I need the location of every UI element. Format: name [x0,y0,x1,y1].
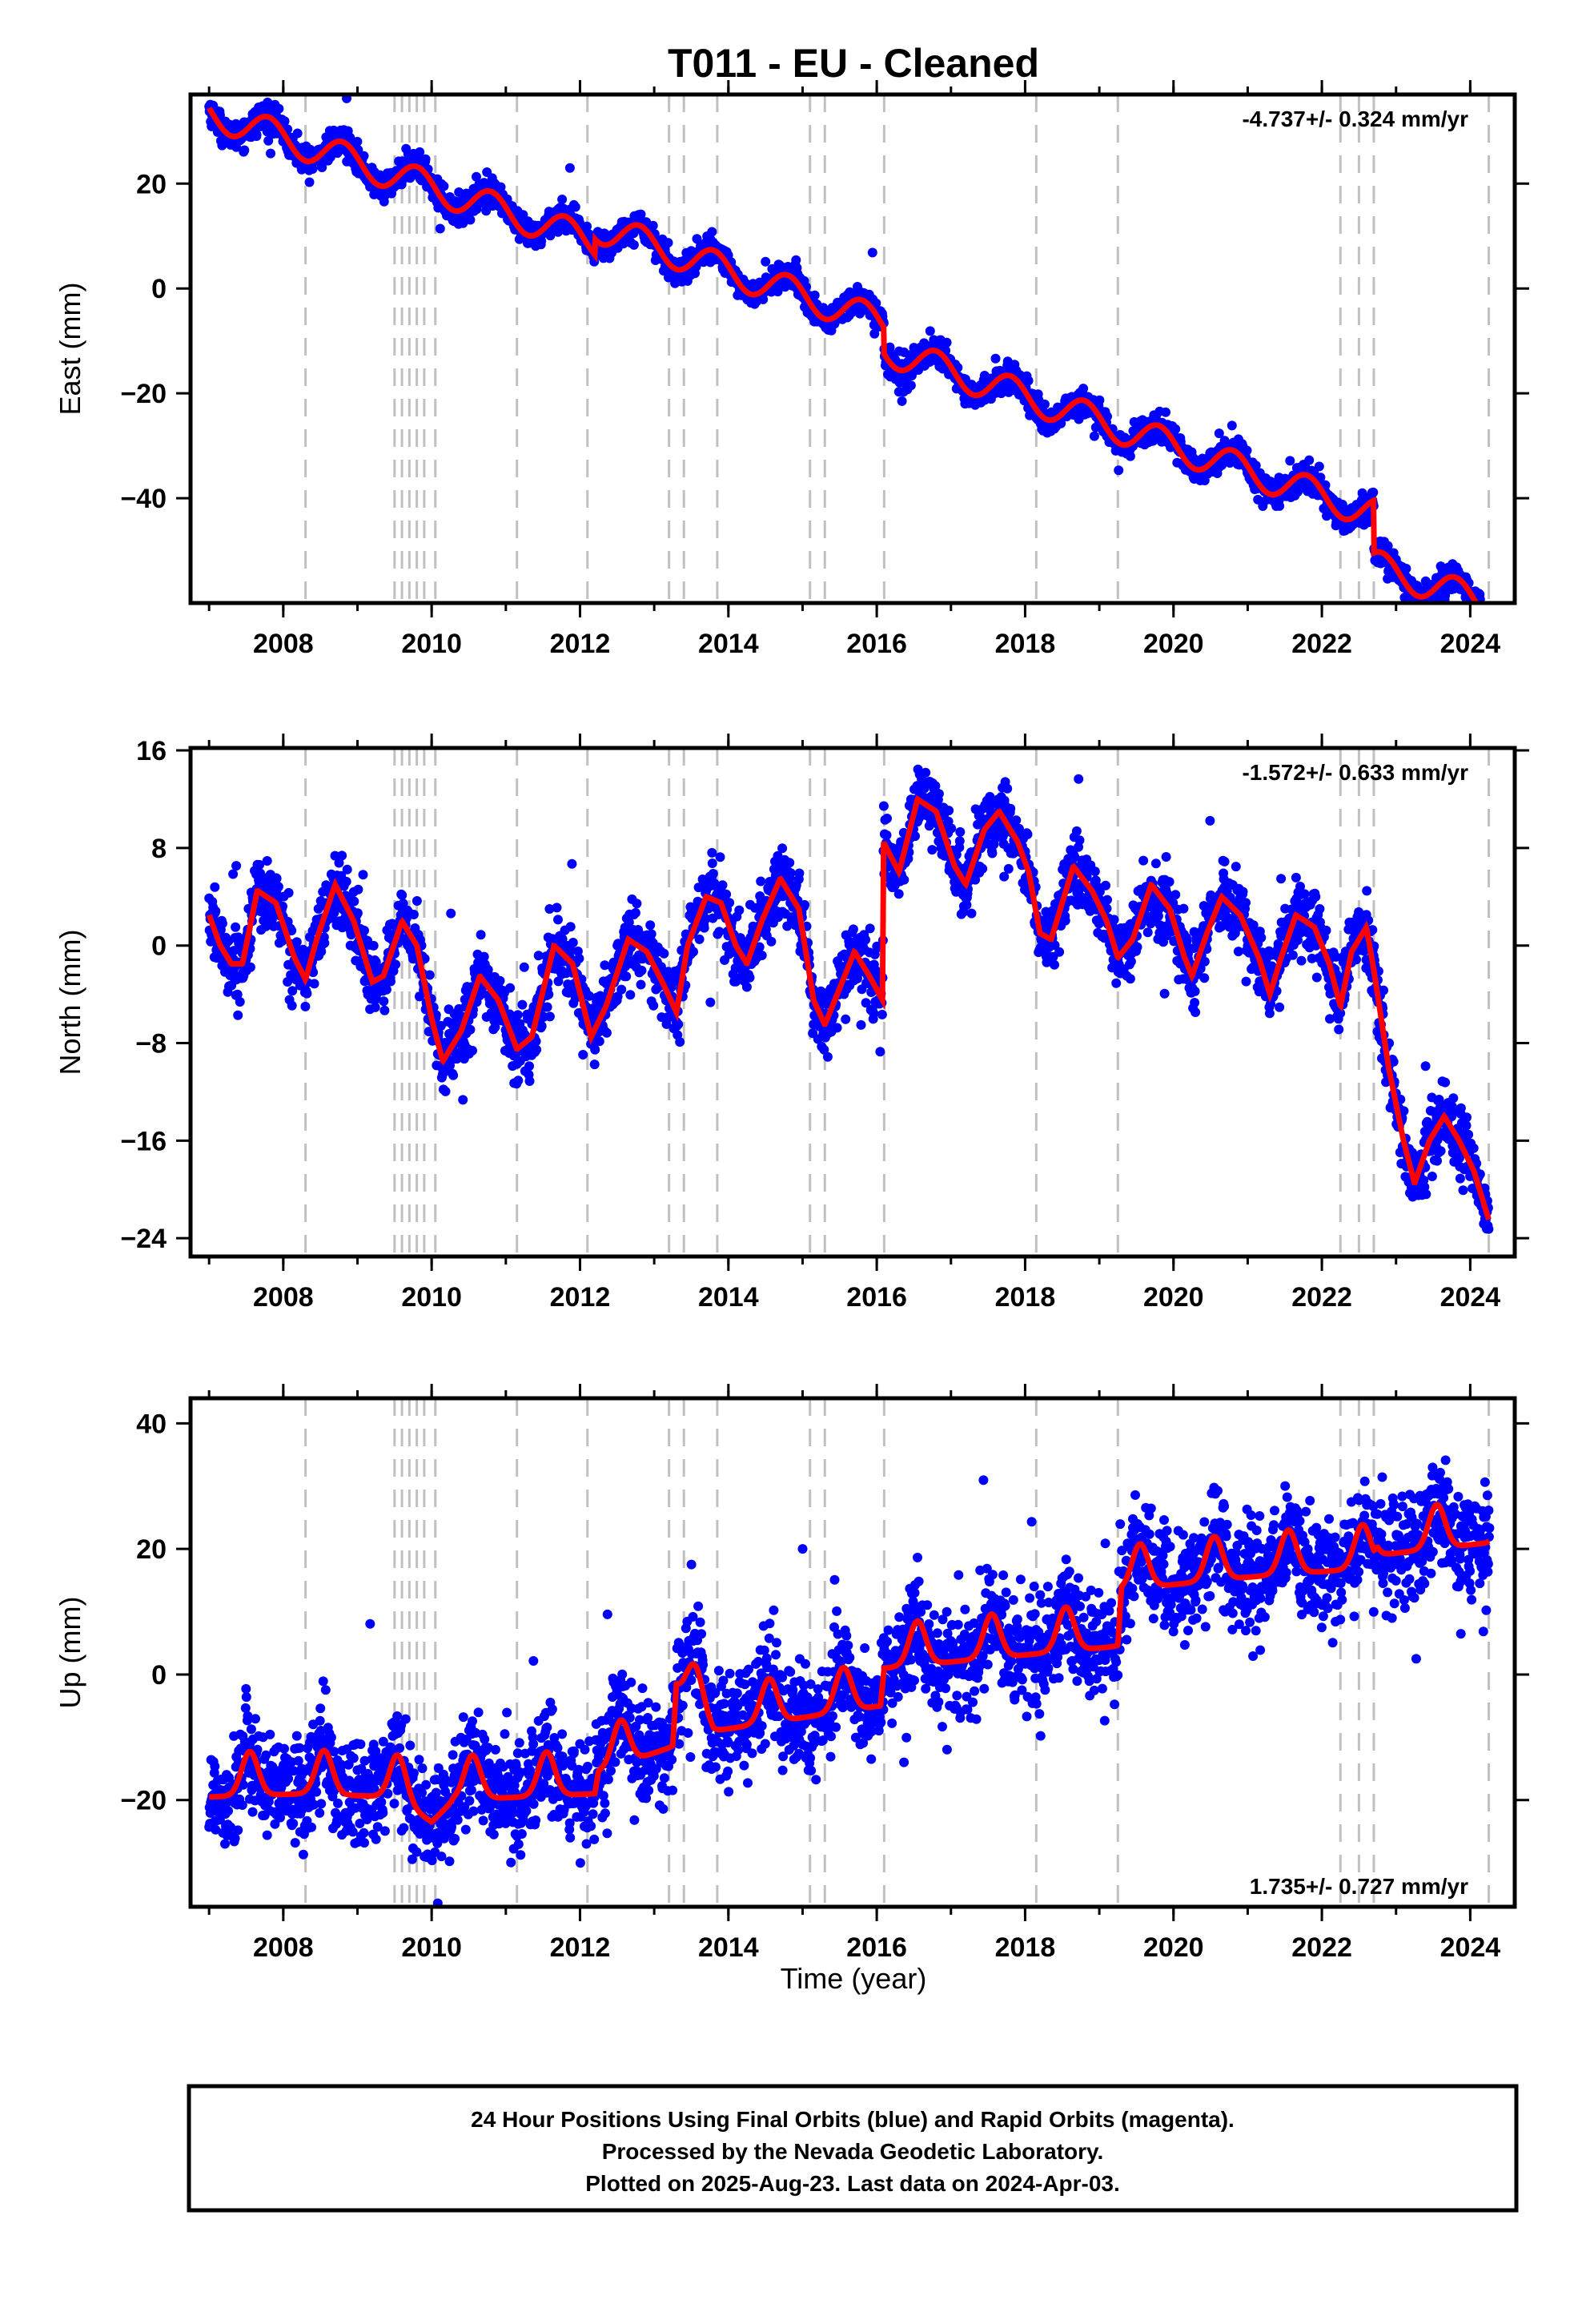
y-ticks: 40 20 0 −20 [120,1409,1529,1816]
y-tick-label: 0 [151,1660,167,1691]
x-tick-label: 2014 [698,1282,759,1313]
y-tick-label: −20 [120,1786,167,1816]
x-tick-label: 2020 [1143,1932,1204,1963]
north-panel: 2008 2010 2012 2014 2016 2018 2020 2022 2024 16 8 0… [54,734,1529,1313]
x-tick-label: 2010 [401,1282,462,1313]
rate-label: -4.737+/- 0.324 mm/yr [1242,107,1468,131]
x-tick-label: 2020 [1143,629,1204,659]
y-axis-label: Up (mm) [54,1597,86,1709]
x-tick-label: 2014 [698,1932,759,1963]
axis-frame [188,746,1517,1259]
y-axis-label: East (mm) [54,283,86,416]
x-tick-label: 2016 [846,1282,907,1313]
x-tick-label: 2012 [550,1932,611,1963]
x-tick-label: 2008 [253,629,314,659]
y-tick-label: 8 [151,834,167,864]
y-tick-label: −8 [135,1029,167,1059]
x-tick-label: 2022 [1291,1282,1352,1313]
x-tick-label: 2018 [995,629,1056,659]
footer-line-3: Plotted on 2025-Aug-23. Last data on 202… [585,2171,1120,2196]
y-ticks: 16 8 0 −8 −16 −24 [120,736,1529,1254]
x-tick-label: 2012 [550,629,611,659]
y-tick-label: −40 [120,484,167,514]
x-tick-label: 2012 [550,1282,611,1313]
x-tick-label: 2016 [846,1932,907,1963]
y-tick-label: 40 [136,1409,167,1439]
plot-area [191,748,1515,1256]
y-tick-label: 0 [151,931,167,962]
y-tick-label: 20 [136,169,167,199]
x-tick-label: 2014 [698,629,759,659]
rate-label: -1.572+/- 0.633 mm/yr [1242,760,1468,785]
x-tick-label: 2022 [1291,629,1352,659]
x-ticks: 2008 2010 2012 2014 2016 2018 2020 2022 2024 [207,80,1501,659]
east-panel: 2008 2010 2012 2014 2016 2018 2020 2022 2024 20 0 −… [54,80,1529,659]
axis-frame [188,92,1517,605]
x-tick-label: 2008 [253,1282,314,1313]
y-tick-label: −24 [120,1224,167,1254]
up-panel: 2008 2010 2012 2014 2016 2018 2020 2022 2024 40 20… [54,1384,1529,1963]
x-tick-label: 2024 [1440,1932,1501,1963]
y-tick-label: 20 [136,1534,167,1565]
y-tick-label: −16 [120,1126,167,1156]
x-axis-label: Time (year) [781,1962,927,1995]
x-tick-label: 2018 [995,1932,1056,1963]
y-axis-label: North (mm) [54,930,86,1076]
chart-title: T011 - EU - Cleaned [668,41,1039,86]
y-ticks: 20 0 −20 −40 [120,169,1529,514]
footer-box [187,2084,1519,2213]
x-tick-label: 2008 [253,1932,314,1963]
model-line [207,107,1480,603]
model-line [209,1502,1491,1826]
x-tick-label: 2020 [1143,1282,1204,1313]
footer-line-2: Processed by the Nevada Geodetic Laborat… [602,2139,1104,2164]
x-tick-label: 2024 [1440,1282,1501,1313]
x-tick-label: 2022 [1291,1932,1352,1963]
x-tick-label: 2016 [846,629,907,659]
rate-label: 1.735+/- 0.727 mm/yr [1250,1874,1468,1899]
x-tick-label: 2010 [401,1932,462,1963]
y-tick-label: 0 [151,274,167,304]
footer-line-1: 24 Hour Positions Using Final Orbits (bl… [471,2107,1235,2132]
y-tick-label: 16 [136,736,167,766]
y-tick-label: −20 [120,379,167,409]
x-tick-label: 2024 [1440,629,1501,659]
model-line [206,794,1492,1220]
x-tick-label: 2010 [401,629,462,659]
event-lines [304,94,1491,603]
x-tick-label: 2018 [995,1282,1056,1313]
x-ticks: 2008 2010 2012 2014 2016 2018 2020 2022 2024 [207,734,1501,1313]
axis-frame [188,1396,1517,1909]
x-ticks: 2008 2010 2012 2014 2016 2018 2020 2022 2024 [207,1384,1501,1963]
